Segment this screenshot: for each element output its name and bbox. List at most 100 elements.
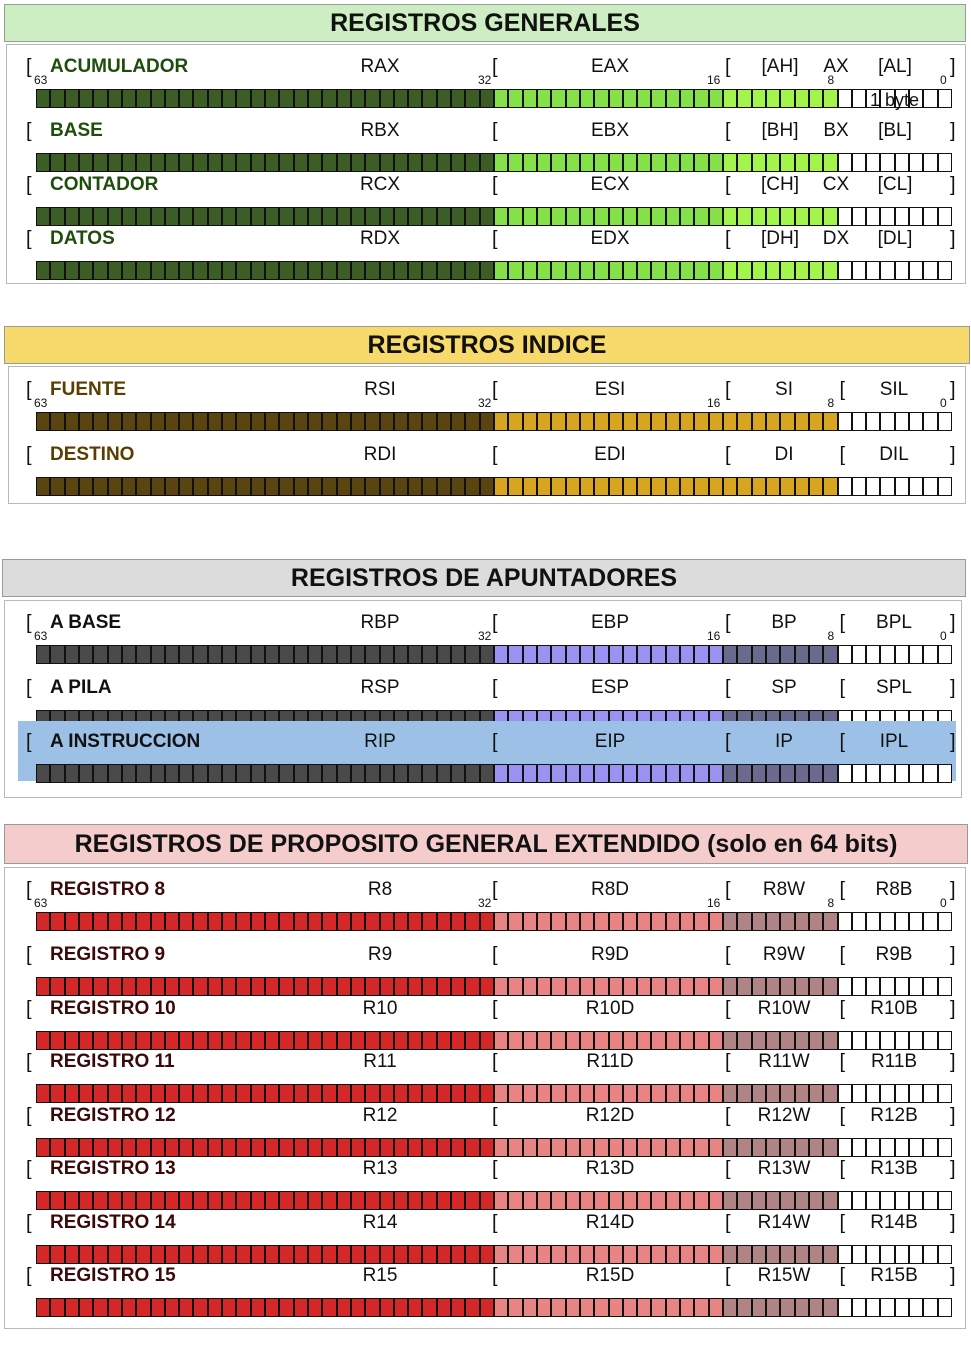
bit-cell (236, 153, 251, 172)
bit-cell (193, 1245, 208, 1264)
bit-cell (179, 477, 194, 496)
bit-cell (422, 977, 437, 996)
bit-cell (737, 1298, 752, 1317)
bit-cell (307, 645, 323, 664)
bit-cell (93, 912, 108, 931)
register-name: REGISTRO 8 (50, 879, 166, 900)
bit-cell (250, 153, 265, 172)
bit-cell (50, 645, 65, 664)
bit-cell (193, 412, 208, 431)
bit-cell (279, 153, 294, 172)
bit-cell (680, 977, 695, 996)
bit-cell (179, 1138, 194, 1157)
bit-cell (150, 764, 165, 783)
bit-cell (121, 1298, 137, 1317)
register-8bit: R11B (870, 1051, 918, 1072)
bit-cell (307, 1191, 323, 1210)
bit-cell (336, 207, 351, 226)
bit-cell (236, 1138, 251, 1157)
register-32bit: R8D (590, 879, 630, 900)
bit-cell (751, 477, 766, 496)
bit-cell (579, 261, 595, 280)
bit-cell (350, 89, 366, 108)
bit-cell (136, 1191, 151, 1210)
bit-cell (250, 1191, 265, 1210)
register-16bit: BX (823, 120, 849, 141)
bracket: [ (725, 731, 731, 753)
bit-cell (880, 261, 895, 280)
bit-cell (336, 912, 351, 931)
bit-cell (222, 1031, 237, 1050)
bit-cell (651, 977, 666, 996)
bracket: [ (839, 1265, 846, 1287)
bit-number: 16 (707, 396, 721, 410)
bit-cell (107, 912, 122, 931)
bit-cell (608, 1084, 623, 1103)
bit-cell (565, 89, 580, 108)
register-32bit: ECX (590, 174, 630, 195)
bit-cell (336, 764, 351, 783)
bit-cell (422, 1245, 437, 1264)
bit-cell (293, 1298, 308, 1317)
bracket: [ (492, 879, 498, 901)
bit-cell (823, 1191, 838, 1210)
bit-cell (36, 153, 51, 172)
bit-cell (465, 1031, 480, 1050)
bit-cell (250, 977, 265, 996)
bit-cell (93, 1031, 108, 1050)
bracket: [ (492, 1265, 498, 1287)
bit-cell (164, 977, 180, 996)
bit-cell (350, 764, 366, 783)
bit-cell (823, 912, 838, 931)
bit-cell (494, 89, 509, 108)
register-name: FUENTE (50, 379, 126, 400)
bit-cell (694, 764, 709, 783)
bit-cell (794, 412, 809, 431)
bit-cell (265, 912, 280, 931)
bit-cell (322, 764, 337, 783)
bit-cell (508, 261, 523, 280)
bit-cell (637, 153, 652, 172)
bit-cell (680, 1191, 695, 1210)
bracket: [ (492, 998, 498, 1020)
bit-cell (365, 912, 380, 931)
bit-cell (665, 1084, 681, 1103)
bit-cell (465, 1084, 480, 1103)
register-low-byte: [CL] (877, 174, 913, 195)
bit-cell (465, 477, 480, 496)
bit-cell (322, 477, 337, 496)
bit-cell (680, 1245, 695, 1264)
bit-cell (164, 1138, 180, 1157)
bit-cell (279, 764, 294, 783)
bit-cell (207, 1245, 223, 1264)
register-32bit: EBP (590, 612, 630, 633)
bit-cell (937, 89, 952, 108)
bit-cell (579, 207, 595, 226)
bit-cell (765, 912, 781, 931)
bit-segment (494, 1084, 723, 1103)
bit-cell (637, 1084, 652, 1103)
bit-cell (551, 207, 566, 226)
bit-cell (93, 1191, 108, 1210)
bit-cell (494, 412, 509, 431)
bit-cell (765, 412, 781, 431)
bit-cell (923, 1298, 938, 1317)
bit-cell (694, 261, 709, 280)
bit-cell (508, 477, 523, 496)
bit-cell (121, 645, 137, 664)
bit-cell (837, 1084, 852, 1103)
bit-cell (780, 912, 795, 931)
bit-segment (36, 1031, 494, 1050)
bit-cell (336, 89, 351, 108)
bit-cell (723, 912, 738, 931)
bit-cell (851, 1191, 867, 1210)
bit-cell (622, 1191, 638, 1210)
bit-cell (136, 261, 151, 280)
bit-cell (422, 1138, 437, 1157)
bracket: [ (26, 879, 32, 901)
bit-cell (279, 1191, 294, 1210)
bit-cell (350, 1031, 366, 1050)
bit-cell (279, 261, 294, 280)
bit-cell (737, 912, 752, 931)
bit-cell (866, 1245, 881, 1264)
